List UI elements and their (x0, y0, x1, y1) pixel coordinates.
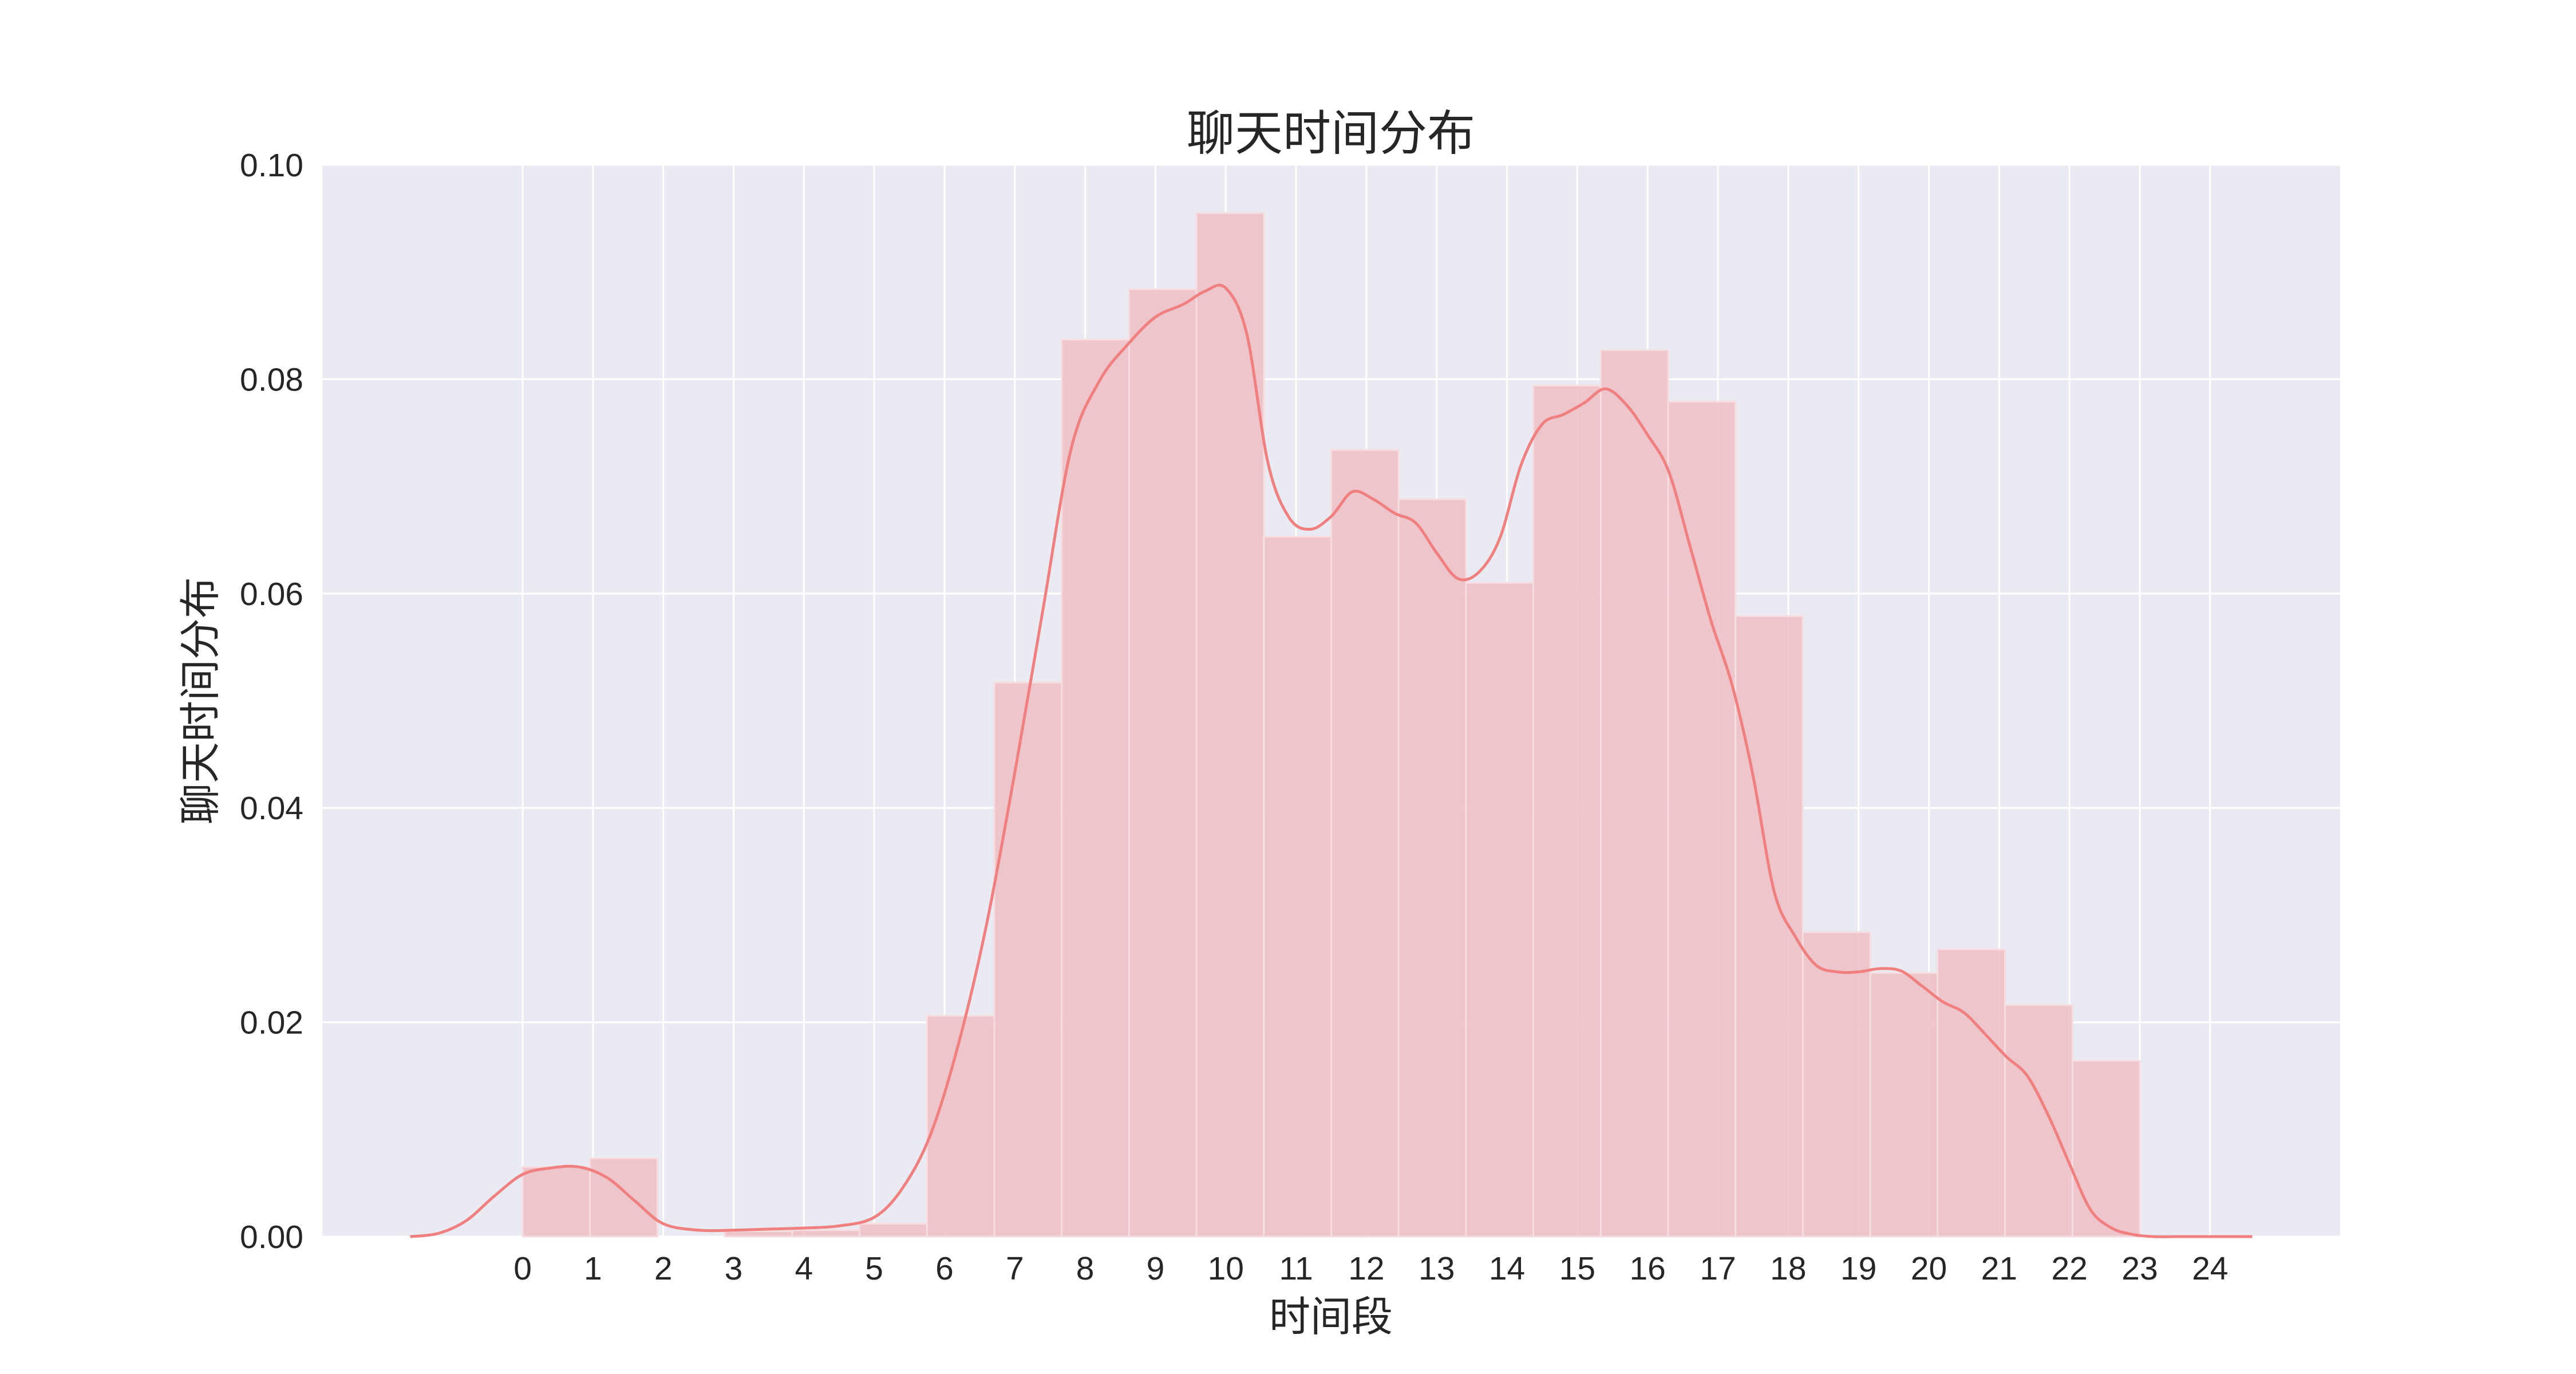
histogram-bar-13 (1397, 498, 1467, 1238)
x-tick-label-9: 9 (1147, 1250, 1165, 1287)
histogram-bar-7 (993, 681, 1063, 1238)
histogram-bar-18 (1735, 615, 1804, 1238)
x-tick-label-15: 15 (1559, 1250, 1595, 1287)
x-tick-label-6: 6 (935, 1250, 954, 1287)
y-axis-label: 聊天时间分布 (176, 577, 224, 824)
x-tick-label-23: 23 (2121, 1250, 2158, 1287)
x-tick-label-10: 10 (1208, 1250, 1244, 1287)
x-tick-label-7: 7 (1006, 1250, 1024, 1287)
histogram-bar-12 (1330, 449, 1400, 1238)
x-tick-label-19: 19 (1840, 1250, 1876, 1287)
x-tick-label-1: 1 (584, 1250, 602, 1287)
histogram-bar-6 (926, 1014, 995, 1238)
x-tick-label-11: 11 (1279, 1250, 1313, 1287)
histogram-bar-22 (2004, 1004, 2073, 1238)
x-tick-label-20: 20 (1911, 1250, 1947, 1287)
histogram-bar-11 (1263, 536, 1332, 1238)
x-axis-ticks: 0 1 2 3 4 5 6 7 8 9 10 11 12 13 14 15 16 17 18 19 20 21 22 23 24 (513, 1250, 2228, 1287)
histogram-bar-15 (1532, 385, 1602, 1238)
histogram-bar-14 (1465, 582, 1535, 1238)
histogram-bar-8 (1061, 338, 1130, 1238)
chart-title: 聊天时间分布 (1187, 105, 1475, 161)
x-tick-label-12: 12 (1348, 1250, 1384, 1287)
histogram-bars (521, 212, 2141, 1238)
histogram-bar-9 (1128, 288, 1198, 1238)
y-tick-label-4: 0.08 (240, 361, 303, 398)
histogram-bar-0 (521, 1166, 591, 1238)
x-tick-label-14: 14 (1489, 1250, 1525, 1287)
y-tick-label-2: 0.04 (240, 790, 303, 827)
histogram-bar-16 (1599, 349, 1669, 1238)
y-axis-ticks: 0.00 0.02 0.04 0.06 0.08 0.10 (240, 147, 303, 1255)
histogram-bar-17 (1667, 401, 1737, 1238)
x-axis-label: 时间段 (1269, 1293, 1393, 1341)
x-tick-label-4: 4 (795, 1250, 813, 1287)
x-tick-label-2: 2 (654, 1250, 673, 1287)
x-tick-label-24: 24 (2192, 1250, 2228, 1287)
histogram-bar-3 (724, 1230, 793, 1238)
x-tick-label-13: 13 (1419, 1250, 1455, 1287)
x-tick-label-3: 3 (725, 1250, 743, 1287)
y-tick-label-1: 0.02 (240, 1005, 303, 1041)
kde-curve-group (410, 283, 2253, 1238)
histogram-bar-21 (1937, 948, 2006, 1238)
histogram-bar-23 (2071, 1060, 2141, 1238)
x-tick-label-17: 17 (1700, 1250, 1736, 1287)
histogram-bar-10 (1195, 212, 1265, 1238)
x-tick-label-18: 18 (1770, 1250, 1806, 1287)
histogram-bar-5 (859, 1223, 928, 1238)
y-tick-label-0: 0.00 (240, 1219, 303, 1255)
histogram-bar-4 (791, 1229, 861, 1238)
histogram-bar-19 (1801, 931, 1871, 1238)
histogram-bar-1 (589, 1157, 658, 1238)
x-tick-label-16: 16 (1629, 1250, 1665, 1287)
kde-curve (410, 283, 2253, 1238)
x-tick-label-5: 5 (865, 1250, 883, 1287)
x-tick-label-21: 21 (1981, 1250, 2017, 1287)
y-tick-label-5: 0.10 (240, 147, 303, 184)
histogram-bar-20 (1869, 972, 1939, 1238)
x-tick-label-22: 22 (2051, 1250, 2087, 1287)
x-tick-label-0: 0 (513, 1250, 532, 1287)
y-tick-label-3: 0.06 (240, 576, 303, 613)
x-tick-label-8: 8 (1076, 1250, 1095, 1287)
